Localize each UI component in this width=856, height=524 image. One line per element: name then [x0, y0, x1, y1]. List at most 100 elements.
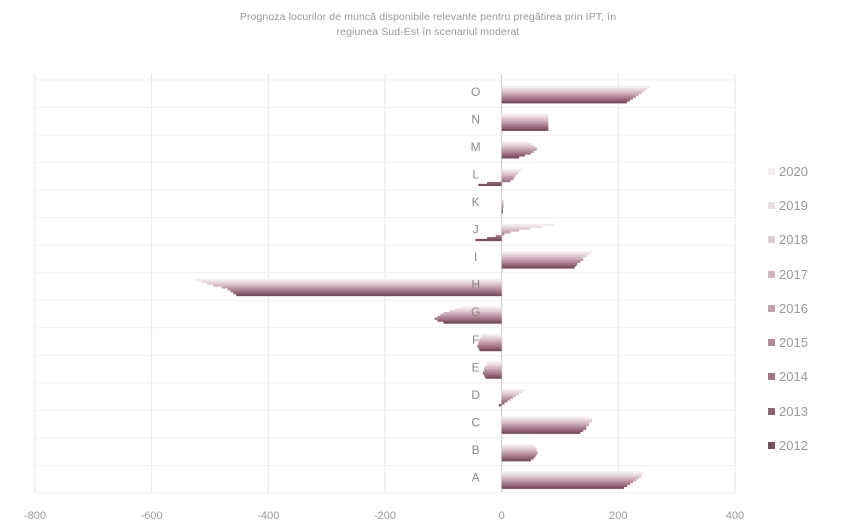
bar-M-2019 [501, 143, 531, 146]
bar-B-2013 [501, 457, 534, 460]
bar-C-2018 [501, 420, 593, 423]
legend-item-2018: 2018 [768, 223, 852, 257]
bar-I-2016 [501, 258, 584, 262]
bar-E-2015 [483, 370, 502, 374]
bar-E-2016 [484, 368, 502, 372]
legend-swatch [768, 339, 775, 347]
bar-M-2014 [501, 152, 531, 155]
bar-I-2012 [501, 266, 575, 269]
legend-label: 2014 [779, 369, 808, 385]
bar-M-2020 [501, 141, 528, 144]
bar-N-2015 [501, 123, 549, 126]
bar-F-2016 [478, 341, 502, 344]
bar-O-2013 [501, 99, 630, 102]
bar-F-2014 [477, 345, 502, 348]
legend-label: 2020 [779, 163, 808, 179]
bar-K-2016 [501, 203, 504, 206]
bar-N-2016 [501, 121, 549, 124]
bar-J-2020 [501, 223, 555, 226]
bar-G-2013 [437, 319, 502, 322]
legend-swatch [768, 270, 775, 278]
bar-B-2020 [501, 443, 534, 447]
bar-A-2017 [501, 477, 639, 480]
bar-O-2014 [501, 97, 633, 100]
bar-K-2017 [501, 201, 504, 205]
bar-H-2015 [227, 288, 502, 291]
legend-label: 2017 [779, 266, 808, 282]
bar-G-2016 [440, 313, 502, 317]
bar-B-2012 [501, 459, 531, 462]
legend-label: 2018 [779, 232, 808, 248]
category-label: I [474, 250, 477, 264]
bar-I-2020 [501, 251, 593, 254]
category-label: H [471, 278, 480, 292]
bar-E-2017 [484, 367, 502, 370]
legend-item-2017: 2017 [768, 257, 852, 291]
legend-item-2014: 2014 [768, 360, 852, 394]
bar-K-2018 [501, 199, 504, 203]
bar-B-2018 [501, 447, 537, 450]
x-tick-label: 0 [499, 510, 505, 522]
bar-L-2016 [501, 176, 515, 179]
bar-L-2013 [487, 181, 502, 185]
category-label: N [471, 113, 480, 127]
bar-K-2012 [501, 211, 503, 214]
bar-L-2020 [501, 168, 523, 171]
bar-M-2018 [501, 144, 534, 148]
bar-N-2013 [501, 126, 549, 130]
category-label: L [472, 168, 479, 182]
x-tick-label: -800 [24, 510, 46, 522]
bar-G-2015 [437, 315, 502, 319]
bar-H-2019 [201, 280, 502, 283]
bar-J-2015 [501, 233, 505, 236]
x-tick-label: -400 [257, 510, 279, 522]
bar-G-2014 [434, 317, 502, 320]
bar-F-2019 [481, 335, 502, 338]
category-label: D [471, 388, 480, 402]
category-label: M [471, 140, 481, 154]
legend-swatch [768, 167, 775, 175]
bar-E-2019 [487, 363, 502, 366]
bar-M-2017 [501, 146, 537, 150]
bar-G-2019 [455, 308, 502, 311]
x-tick-label: 400 [726, 510, 744, 522]
legend-item-2013: 2013 [768, 394, 852, 428]
bar-C-2013 [501, 429, 584, 432]
bar-G-2020 [460, 306, 502, 309]
bar-H-2013 [233, 292, 502, 295]
bar-B-2015 [501, 453, 537, 456]
bar-B-2016 [501, 451, 538, 454]
legend-item-2016: 2016 [768, 291, 852, 325]
bar-D-2013 [501, 402, 505, 405]
bar-O-2015 [501, 95, 636, 98]
bar-C-2017 [501, 422, 590, 425]
legend-item-2019: 2019 [768, 188, 852, 222]
bar-M-2015 [501, 150, 534, 153]
category-label: O [471, 85, 480, 99]
legend-label: 2015 [779, 335, 808, 351]
bar-L-2019 [501, 170, 520, 173]
bar-A-2014 [501, 482, 630, 486]
bar-D-2016 [501, 396, 514, 399]
bar-D-2018 [501, 392, 520, 395]
bar-L-2018 [501, 172, 518, 175]
bar-F-2015 [478, 343, 502, 346]
bar-J-2018 [501, 227, 531, 230]
bar-J-2014 [495, 235, 502, 238]
bar-H-2020 [195, 278, 502, 281]
bar-N-2019 [501, 115, 549, 118]
legend-label: 2012 [779, 438, 808, 454]
bar-L-2012 [478, 183, 502, 187]
bar-I-2013 [501, 264, 577, 267]
bar-O-2017 [501, 91, 642, 94]
legend-label: 2016 [779, 300, 808, 316]
bar-H-2018 [207, 282, 502, 285]
bar-J-2012 [475, 238, 502, 242]
bar-D-2012 [498, 404, 502, 407]
bar-O-2016 [501, 93, 639, 96]
bar-M-2016 [501, 148, 537, 151]
bar-N-2018 [501, 117, 549, 120]
bar-G-2017 [443, 312, 502, 315]
bar-K-2015 [501, 205, 504, 208]
